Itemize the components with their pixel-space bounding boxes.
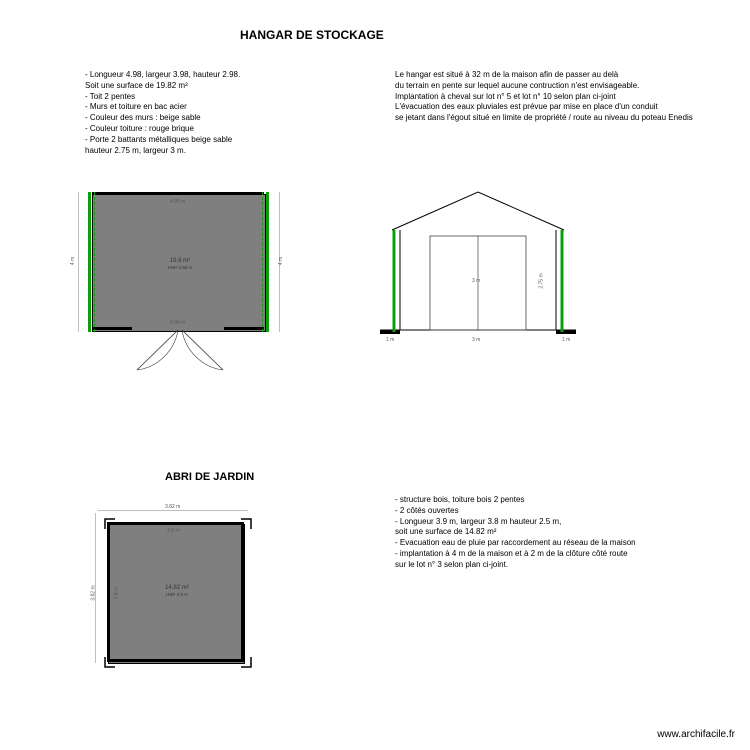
plan-hsp-value: HSP 2.98 m xyxy=(168,265,192,270)
elev-foot-c: 3 m xyxy=(472,337,480,343)
plan-wall-bl xyxy=(92,327,132,330)
hangar-plan-area: 19.8 m² HSP 2.98 m xyxy=(160,258,200,272)
abri-hsp-value: HSP 2.5 m xyxy=(166,592,188,597)
plan-dim-l-label: 4 m xyxy=(70,257,76,265)
abri-dim-top2: 3.8 m xyxy=(167,528,180,534)
plan-wall-top xyxy=(92,192,264,195)
hangar-elevation xyxy=(370,180,590,350)
plan-green-dash-left xyxy=(94,192,95,332)
plan-green-left xyxy=(88,192,91,332)
plan-wall-br xyxy=(224,327,264,330)
abri-title: ABRI DE JARDIN xyxy=(165,471,254,483)
elev-foot-r: 1 m xyxy=(562,337,570,343)
plan-green-dash-right xyxy=(262,192,263,332)
abri-dim-left2: 3.8 m xyxy=(113,587,119,600)
footer-url: www.archifacile.fr xyxy=(657,729,735,740)
elev-height-label: 2.75 m xyxy=(539,273,545,288)
plan-green-right xyxy=(266,192,269,332)
door-swing xyxy=(130,330,230,390)
abri-dim-left-label: 3.82 m xyxy=(91,585,97,600)
plan-area-value: 19.8 m² xyxy=(170,258,190,264)
abri-dim-top-label: 3.82 m xyxy=(165,504,180,510)
abri-spec-text: - structure bois, toiture bois 2 pentes … xyxy=(395,495,636,571)
abri-area-value: 14.82 m² xyxy=(165,585,189,591)
hangar-location-text: Le hangar est situé à 32 m de la maison … xyxy=(395,70,693,124)
plan-dim-top-label: 4.98 m xyxy=(170,199,185,205)
elev-door-label: 3 m xyxy=(472,278,480,284)
plan-dim-r-label: 4 m xyxy=(278,257,284,265)
abri-plan-area: 14.82 m² HSP 2.5 m xyxy=(152,585,202,599)
hangar-title: HANGAR DE STOCKAGE xyxy=(240,28,384,42)
elev-foot-l: 1 m xyxy=(386,337,394,343)
abri-dim-top xyxy=(98,510,248,511)
hangar-spec-text: - Longueur 4.98, largeur 3.98, hauteur 2… xyxy=(85,70,240,156)
plan-dim-left xyxy=(78,192,79,332)
plan-dim-bot-label: 4.98 m xyxy=(170,320,185,326)
